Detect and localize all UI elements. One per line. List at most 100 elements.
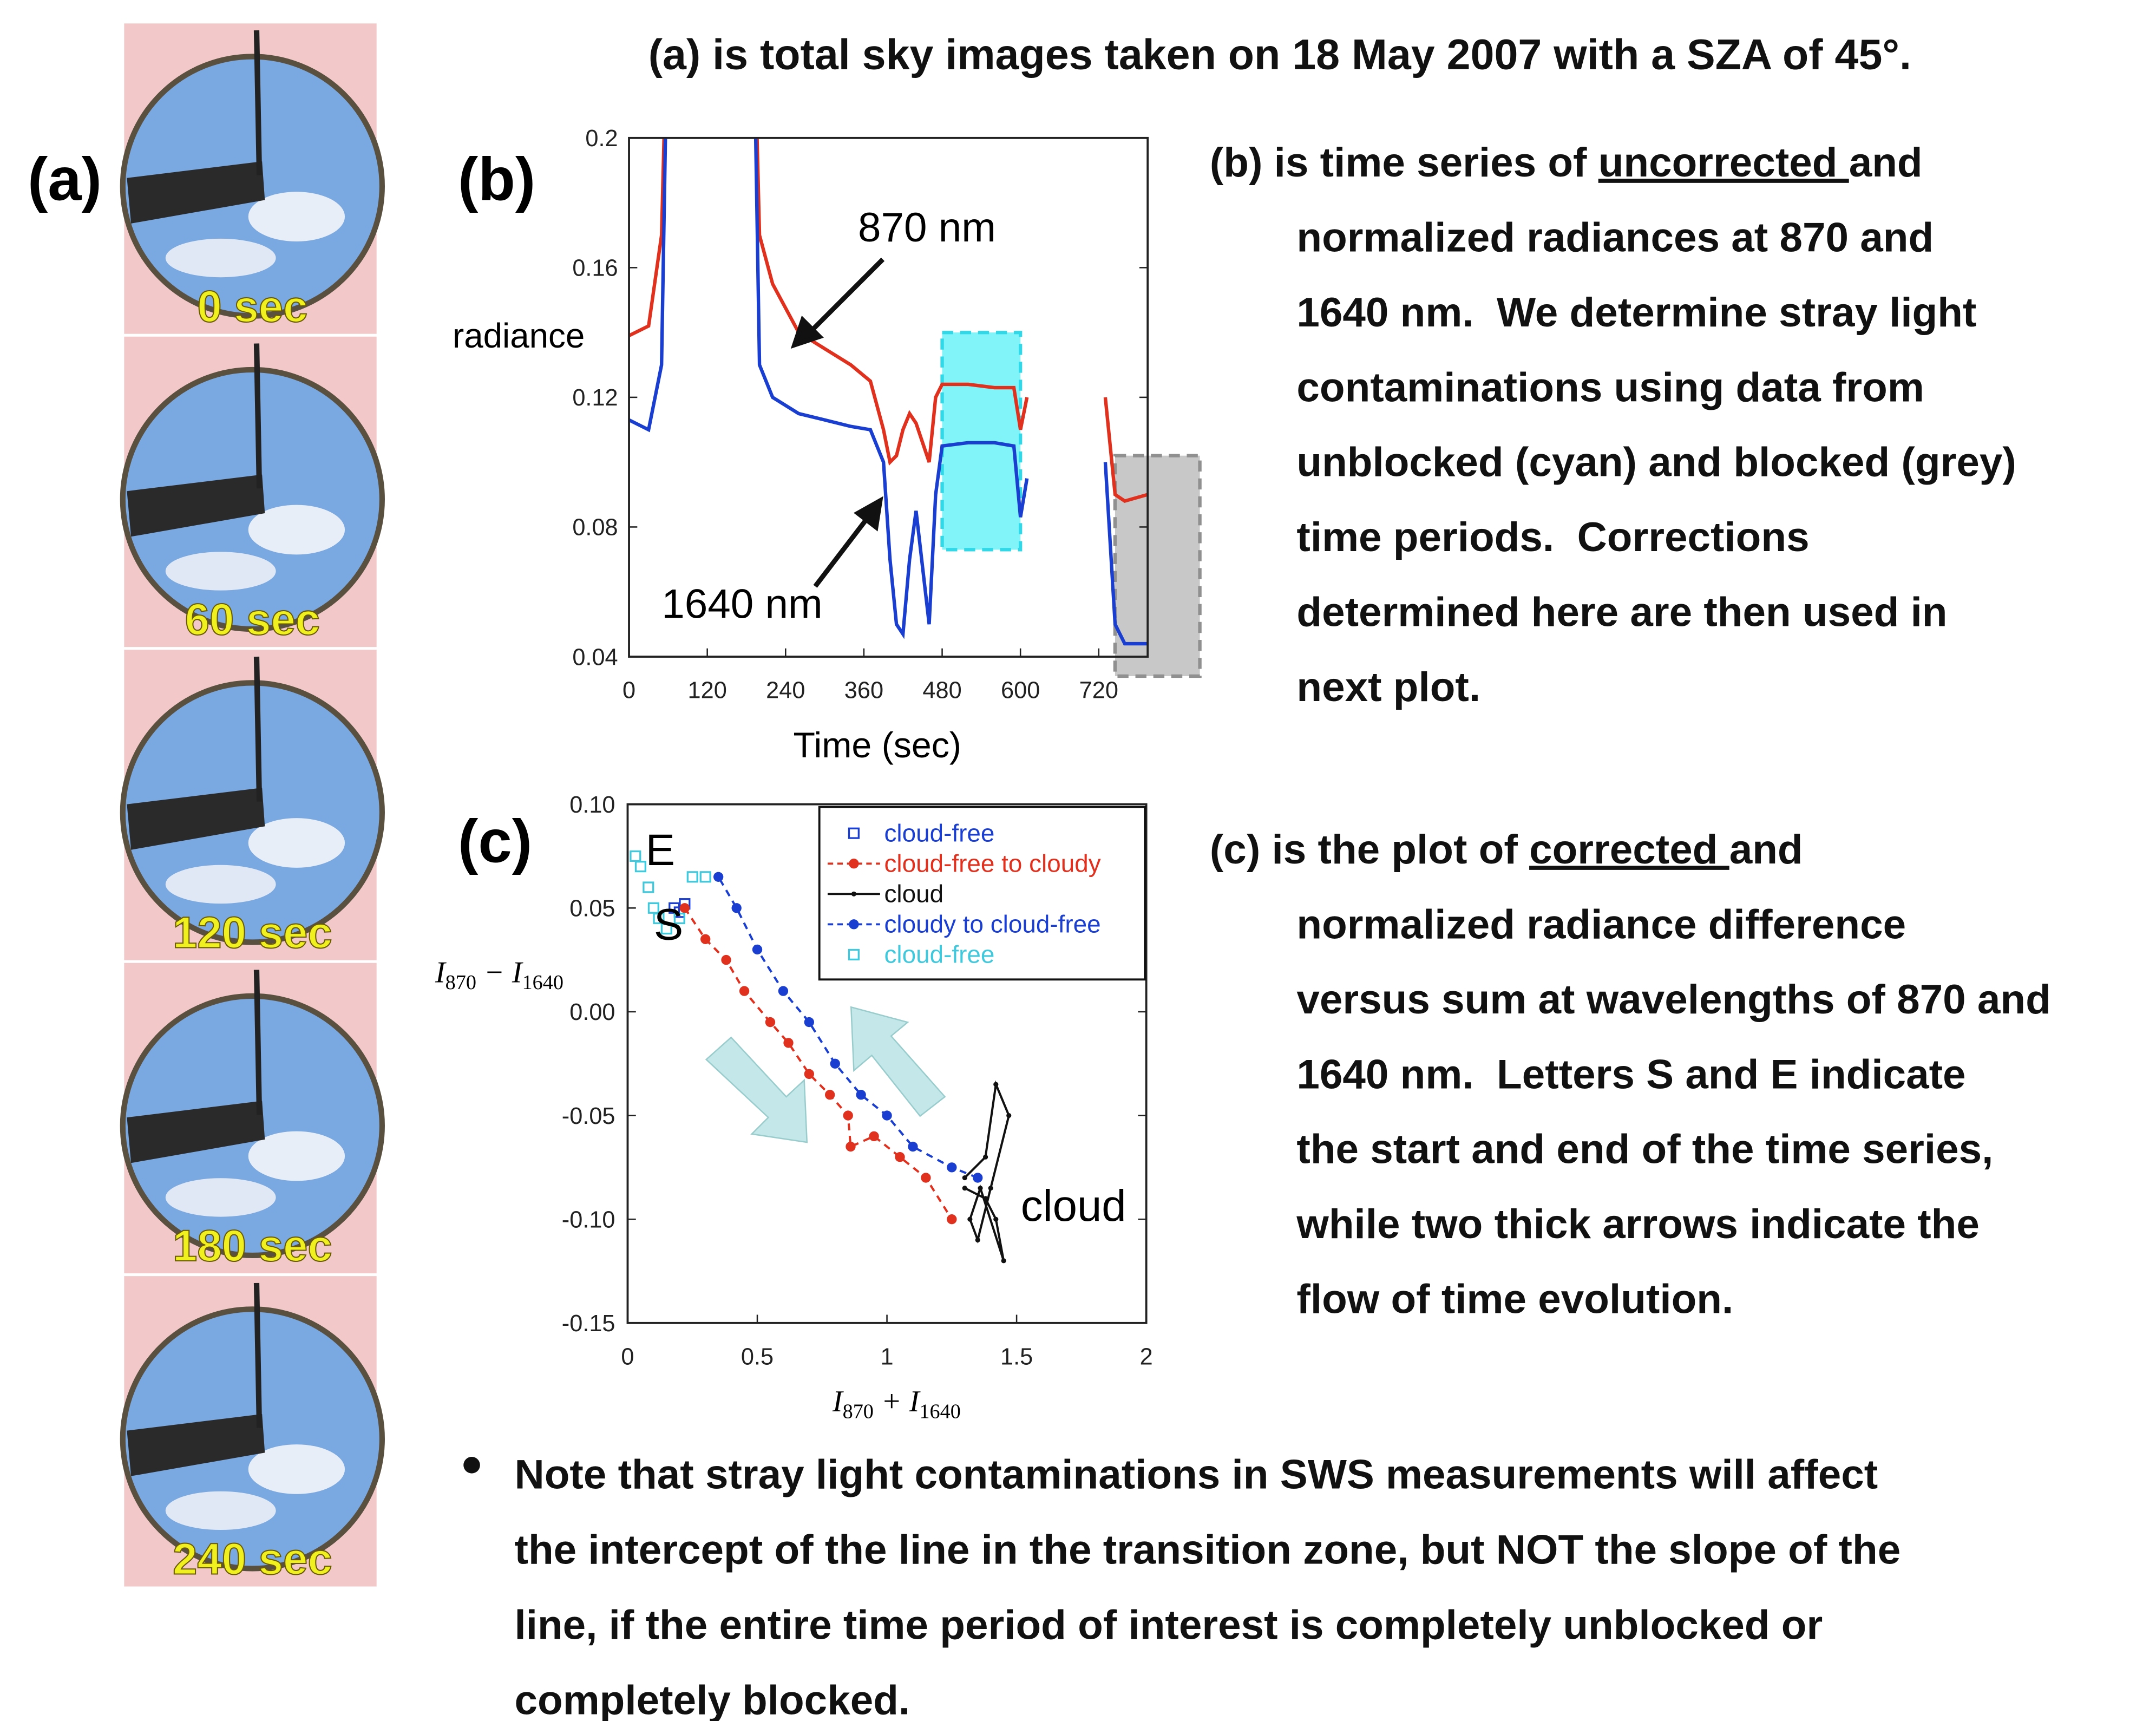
point	[778, 986, 788, 996]
series-label: 1640 nm	[661, 581, 822, 627]
point	[993, 1082, 998, 1087]
y-axis-label: radiance	[453, 317, 585, 355]
text-span: versus sum at wavelengths of 870 and	[1296, 977, 2050, 1023]
point	[804, 1069, 814, 1079]
legend-label: cloud-free to cloudy	[884, 849, 1100, 878]
point	[825, 1090, 835, 1100]
slide: (a) is total sky images taken on 18 May …	[0, 0, 2156, 1721]
x-tick-label: 0.5	[741, 1344, 774, 1370]
x-tick-label: 1.5	[1000, 1344, 1033, 1370]
x-tick-label: 1	[881, 1344, 894, 1370]
series-line	[965, 1084, 1009, 1261]
note-line: Note that stray light contaminations in …	[515, 1452, 1878, 1498]
cloud	[166, 552, 276, 590]
paragraph-line: the start and end of the time series,	[1296, 1127, 1993, 1173]
point	[843, 1110, 853, 1120]
cloud	[166, 1491, 276, 1530]
x-tick-label: 120	[688, 677, 727, 703]
point	[752, 945, 762, 954]
point	[732, 903, 742, 913]
text-span: (c) is the plot of	[1210, 827, 1529, 873]
arrow	[795, 259, 883, 345]
label-part: 870	[843, 1401, 874, 1423]
paragraph-line: (c) is the plot of corrected and	[1210, 827, 1803, 873]
point	[973, 1173, 982, 1182]
cloud	[166, 865, 276, 904]
panel-label: (b)	[458, 146, 535, 213]
point	[846, 1142, 855, 1151]
x-axis-label: Time (sec)	[794, 725, 961, 765]
cloud	[166, 239, 276, 277]
x-tick-label: 240	[766, 677, 805, 703]
point	[631, 852, 640, 861]
photo-label: 0 sec	[197, 282, 307, 331]
paragraph-line: 1640 nm. We determine stray light	[1296, 290, 1976, 336]
x-axis-label: I870 + I1640	[832, 1385, 961, 1423]
point	[962, 1175, 967, 1180]
y-tick-label: -0.05	[562, 1103, 615, 1129]
point	[993, 1217, 998, 1222]
label-part: 1640	[522, 971, 563, 994]
legend-label: cloud-free	[884, 819, 994, 847]
y-tick-label: -0.10	[562, 1207, 615, 1233]
legend-label: cloud	[884, 880, 943, 908]
photo-label: 240 sec	[173, 1535, 332, 1584]
legend-marker	[851, 892, 856, 897]
point	[713, 872, 723, 882]
arm	[257, 1283, 259, 1428]
point	[869, 1131, 879, 1141]
x-tick-label: 720	[1079, 677, 1118, 703]
text-span: time periods. Corrections	[1296, 514, 1809, 560]
y-tick-label: -0.15	[562, 1311, 615, 1337]
arm	[257, 970, 259, 1115]
text-span: while two thick arrows indicate the	[1296, 1201, 1979, 1247]
note-line: completely blocked.	[515, 1677, 910, 1721]
paragraph-line: normalized radiances at 870 and	[1296, 215, 1934, 261]
bullet	[463, 1457, 480, 1474]
point	[804, 1017, 814, 1027]
arm	[257, 344, 259, 489]
series-line	[629, 0, 1148, 644]
text-span: and	[1729, 827, 1803, 873]
point	[636, 862, 646, 872]
text-span: flow of time evolution.	[1296, 1276, 1733, 1322]
flow-arrow	[706, 1037, 807, 1142]
annotation: cloud	[1021, 1181, 1126, 1231]
y-tick-label: 0.2	[585, 126, 618, 152]
flow-arrow	[851, 1007, 945, 1116]
panel-label: (a)	[28, 146, 102, 213]
point	[783, 1038, 793, 1048]
label-part: 870	[445, 971, 476, 994]
chart-b: 0.040.080.120.160.20120240360480600720ra…	[453, 0, 1200, 765]
paragraph-line: unblocked (cyan) and blocked (grey)	[1296, 440, 2016, 486]
label-part: 1640	[919, 1401, 960, 1423]
point	[1001, 1258, 1006, 1263]
paragraph-line: contaminations using data from	[1296, 364, 1924, 410]
point	[962, 1186, 967, 1190]
text-span: normalized radiance difference	[1296, 902, 1906, 948]
arm	[257, 30, 259, 175]
point	[988, 1186, 993, 1190]
point	[1006, 1113, 1011, 1118]
annotation: E	[646, 826, 675, 875]
text-span: unblocked (cyan) and blocked (grey)	[1296, 440, 2016, 486]
text-span: next plot.	[1296, 664, 1480, 710]
point	[975, 1238, 980, 1242]
text-block: (b) is time series of uncorrected andnor…	[515, 140, 2051, 1721]
y-axis-label: I870 − I1640	[435, 956, 563, 994]
text-span: contaminations using data from	[1296, 364, 1924, 410]
y-tick-label: 0.08	[572, 515, 618, 541]
point	[947, 1162, 956, 1172]
series-label: 870 nm	[858, 205, 996, 251]
paragraph-line: determined here are then used in	[1296, 589, 1947, 635]
y-tick-label: 0.04	[572, 644, 618, 670]
label-part: − I	[476, 956, 523, 989]
legend-marker	[849, 919, 859, 929]
paragraph-line: versus sum at wavelengths of 870 and	[1296, 977, 2050, 1023]
title: (a) is total sky images taken on 18 May …	[648, 30, 1911, 78]
y-tick-label: 0.10	[569, 792, 615, 818]
photo-label: 120 sec	[173, 908, 332, 958]
paragraph-line: normalized radiance difference	[1296, 902, 1906, 948]
paragraph-line: flow of time evolution.	[1296, 1276, 1733, 1322]
